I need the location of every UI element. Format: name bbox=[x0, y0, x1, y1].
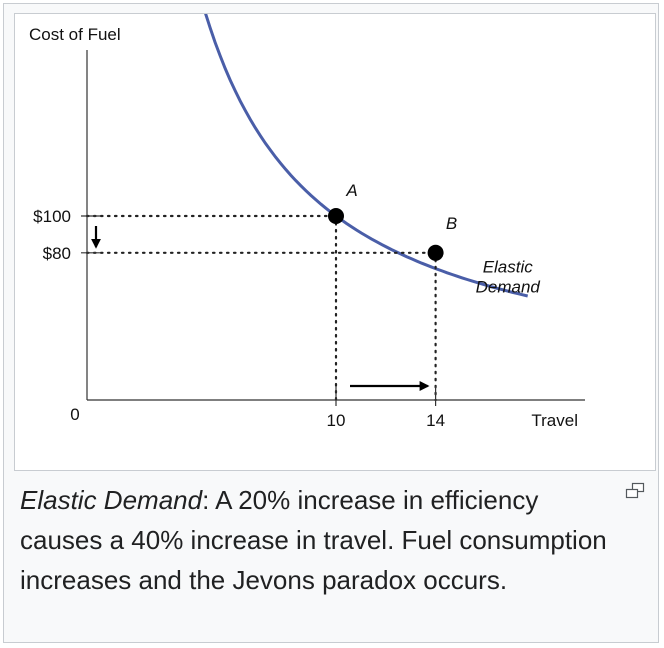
y-tick-label: $100 bbox=[33, 207, 71, 226]
caption-emphasis: Elastic Demand bbox=[20, 485, 203, 515]
y-axis-label: Cost of Fuel bbox=[29, 25, 121, 44]
enlarge-icon-glyph bbox=[625, 482, 645, 499]
point-label: B bbox=[446, 214, 457, 233]
x-tick-label: 10 bbox=[327, 411, 346, 430]
demand-curve bbox=[204, 14, 529, 298]
x-axis-label: Travel bbox=[531, 411, 578, 430]
figure-image[interactable]: Cost of Fuel Travel 0 Elastic Demand $100 $80 1… bbox=[14, 13, 656, 471]
enlarge-icon[interactable] bbox=[623, 480, 647, 500]
origin-label: 0 bbox=[70, 405, 79, 424]
series-label-line: Demand bbox=[476, 277, 541, 296]
x-tick-label: 14 bbox=[426, 411, 445, 430]
series-label-line: Elastic bbox=[483, 257, 534, 276]
point-a bbox=[328, 208, 344, 224]
figure-thumbnail: Cost of Fuel Travel 0 Elastic Demand $100 $80 1… bbox=[3, 3, 659, 643]
caption-text: : A 20% increase in efficiency causes a … bbox=[20, 485, 607, 595]
point-b bbox=[427, 244, 444, 261]
point-label: A bbox=[345, 181, 357, 200]
figure-caption: Elastic Demand: A 20% increase in effici… bbox=[20, 480, 616, 600]
y-tick-label: $80 bbox=[43, 244, 71, 263]
